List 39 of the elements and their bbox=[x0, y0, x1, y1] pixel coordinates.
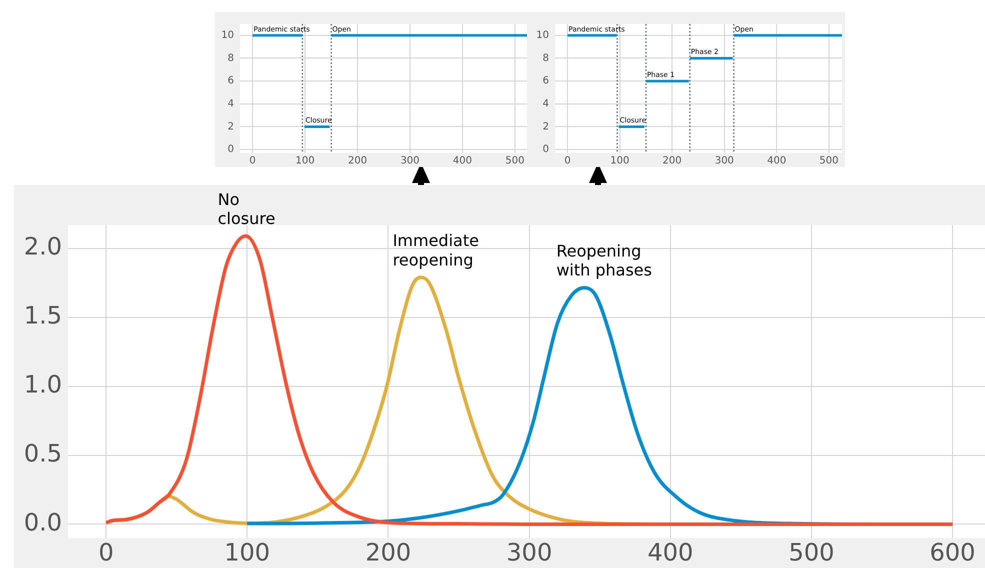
y-tick-label: 8 bbox=[542, 52, 549, 64]
y-tick-label: 2.0 bbox=[24, 232, 62, 261]
y-tick-label: 8 bbox=[228, 52, 234, 64]
x-tick-label: 500 bbox=[788, 538, 834, 567]
y-tick-label: 4 bbox=[542, 98, 549, 110]
x-tick-label: 200 bbox=[365, 538, 412, 567]
y-tick-label: 6 bbox=[228, 76, 234, 87]
x-tick-label: 0 bbox=[98, 538, 114, 567]
x-tick-label: 400 bbox=[452, 156, 472, 167]
x-tick-label: 600 bbox=[930, 538, 976, 567]
series-label: No closure bbox=[218, 190, 276, 228]
series-label: Reopening with phases bbox=[556, 242, 652, 280]
x-tick-label: 500 bbox=[505, 156, 524, 167]
y-tick-label: 10 bbox=[536, 30, 549, 42]
x-tick-label: 100 bbox=[296, 156, 315, 167]
series-label: Immediate reopening bbox=[392, 231, 479, 270]
y-tick-label: 0 bbox=[228, 144, 234, 156]
x-tick-label: 300 bbox=[400, 156, 420, 167]
y-tick-label: 10 bbox=[221, 30, 234, 42]
x-tick-label: 400 bbox=[767, 156, 786, 167]
y-tick-label: 1.0 bbox=[24, 370, 62, 399]
y-tick-label: 2 bbox=[542, 121, 549, 132]
x-tick-label: 100 bbox=[610, 156, 630, 167]
x-tick-label: 0 bbox=[249, 156, 256, 167]
y-tick-label: 0 bbox=[542, 144, 549, 156]
x-tick-label: 300 bbox=[714, 156, 734, 167]
x-tick-label: 0 bbox=[564, 156, 571, 167]
y-tick-label: 6 bbox=[542, 76, 549, 87]
y-tick-label: 2 bbox=[228, 121, 234, 132]
x-tick-label: 200 bbox=[662, 156, 682, 167]
y-tick-label: 0.0 bbox=[24, 508, 62, 536]
x-tick-label: 200 bbox=[348, 156, 368, 167]
y-tick-label: 0.5 bbox=[24, 440, 62, 468]
y-tick-label: 1.5 bbox=[24, 302, 62, 330]
x-tick-label: 100 bbox=[224, 538, 270, 567]
x-tick-label: 300 bbox=[506, 538, 552, 567]
x-tick-label: 400 bbox=[647, 538, 694, 567]
y-tick-label: 4 bbox=[228, 98, 234, 110]
x-tick-label: 500 bbox=[819, 156, 838, 167]
